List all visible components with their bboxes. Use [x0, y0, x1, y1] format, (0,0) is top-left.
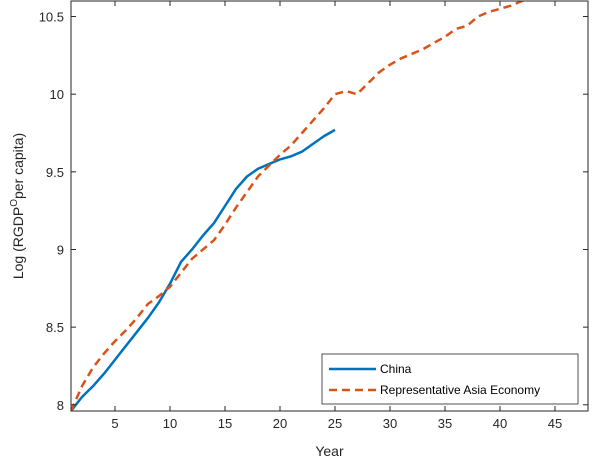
- plot-frame: [70, 0, 589, 412]
- x-tick-label: 25: [328, 416, 342, 431]
- y-tick-label: 9: [57, 242, 64, 257]
- y-tick-label: 10: [50, 87, 64, 102]
- x-tick-label: 30: [383, 416, 397, 431]
- y-tick-label: 8.5: [46, 320, 64, 335]
- x-tick-label: 20: [273, 416, 287, 431]
- legend-box: [321, 353, 579, 405]
- x-tick-label: 35: [438, 416, 452, 431]
- y-tick-label: 10.5: [39, 10, 64, 25]
- y-tick-label: 9.5: [46, 165, 64, 180]
- x-tick-label: 10: [163, 416, 177, 431]
- legend-label-representative-asia-economy: Representative Asia Economy: [380, 383, 540, 397]
- y-tick-label: 8: [57, 398, 64, 413]
- series-layer: [71, 1, 525, 411]
- x-tick-label: 15: [218, 416, 232, 431]
- series-line-china: [71, 128, 336, 411]
- x-tick-label: 45: [548, 416, 562, 431]
- y-axis-label-prefix: Log (RGDP: [10, 207, 26, 279]
- y-axis-label-superscript: O: [9, 199, 20, 207]
- legend-label-china: China: [380, 362, 412, 376]
- x-tick-label: 40: [493, 416, 507, 431]
- x-tick-label: 5: [111, 416, 118, 431]
- series-line-representative-asia-economy: [71, 1, 525, 411]
- tick-layer: 5 10 15 20 25 30 35 40 45 8 8.5 9 9.5 10 10.5: [39, 1, 588, 431]
- x-axis-label: Year: [315, 443, 344, 459]
- y-axis-label-suffix: per capita): [10, 133, 26, 199]
- legend: China Representative Asia Economy: [321, 353, 579, 405]
- y-axis-label: Log (RGDPOper capita): [9, 133, 26, 279]
